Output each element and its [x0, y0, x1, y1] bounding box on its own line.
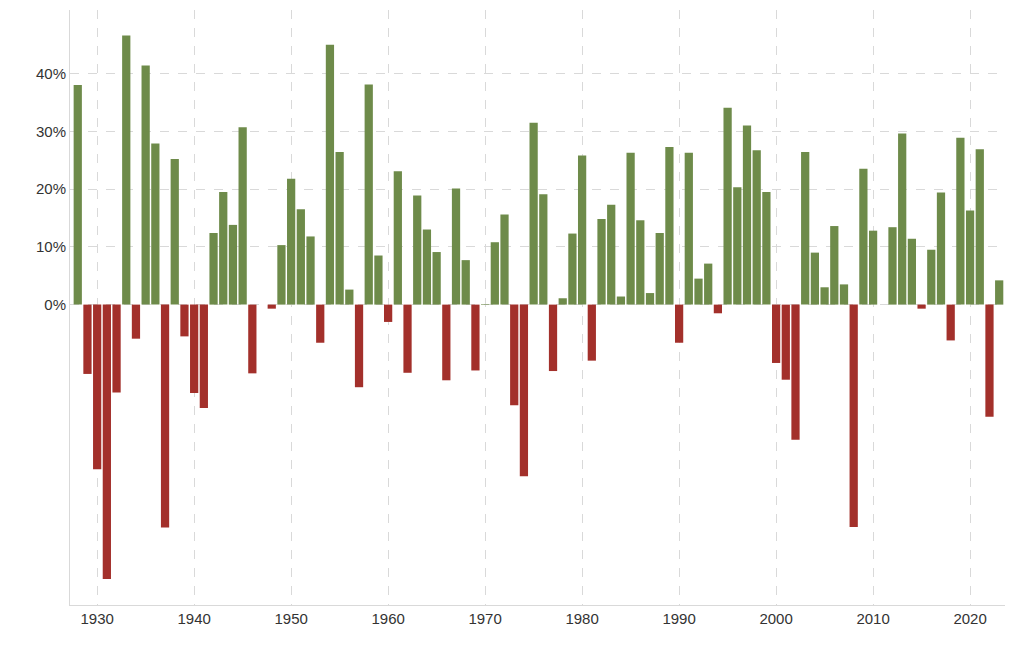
svg-text:1970: 1970	[468, 610, 501, 627]
svg-text:1940: 1940	[177, 610, 210, 627]
svg-text:1950: 1950	[274, 610, 307, 627]
svg-text:1930: 1930	[80, 610, 113, 627]
svg-text:30%: 30%	[36, 123, 66, 140]
svg-text:20%: 20%	[36, 180, 66, 197]
svg-text:10%: 10%	[36, 238, 66, 255]
svg-text:2000: 2000	[759, 610, 792, 627]
svg-text:40%: 40%	[36, 65, 66, 82]
svg-text:1990: 1990	[662, 610, 695, 627]
svg-text:1960: 1960	[371, 610, 404, 627]
svg-text:2010: 2010	[856, 610, 889, 627]
svg-text:2020: 2020	[953, 610, 986, 627]
svg-text:0%: 0%	[44, 296, 66, 313]
svg-text:1980: 1980	[565, 610, 598, 627]
